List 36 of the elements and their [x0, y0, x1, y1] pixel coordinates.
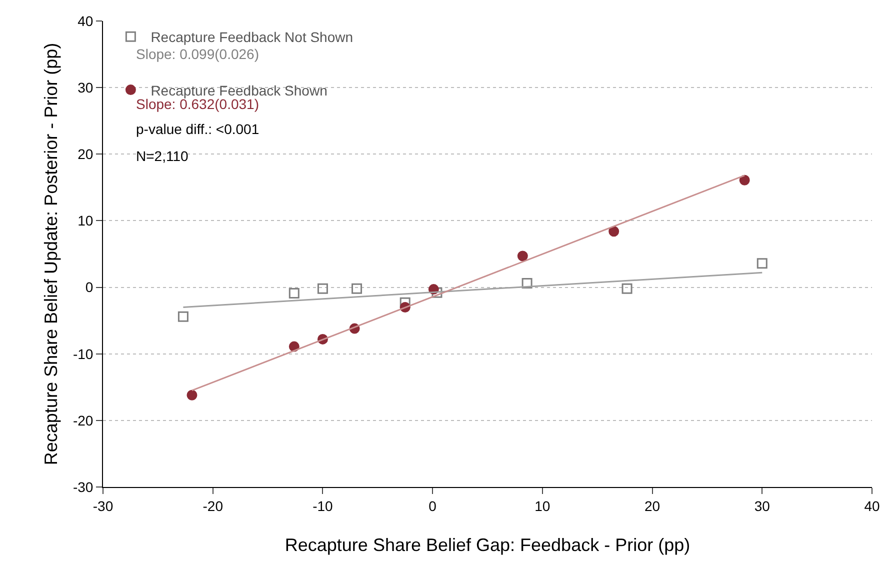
x-tick-label: 0: [428, 498, 437, 514]
point: [608, 226, 620, 237]
point: [178, 311, 188, 322]
annotation: Slope: 0.099(0.026): [136, 46, 259, 62]
x-tick-label: -20: [202, 498, 224, 514]
x-axis-title: Recapture Share Belief Gap: Feedback - Prior (pp): [284, 535, 690, 555]
point: [517, 250, 528, 262]
y-tick-label: 20: [78, 146, 94, 162]
y-tick-label: -10: [72, 346, 94, 362]
legend-label: Recapture Feedback Not Shown: [150, 29, 354, 46]
y-axis-title: Recapture Share Belief Update: Posterior - Prior (pp): [41, 42, 61, 466]
point: [288, 288, 300, 299]
y-tick-label: 30: [78, 79, 94, 96]
point: [352, 283, 362, 294]
x-tick-label: 30: [754, 498, 770, 514]
legend-label: Recapture Feedback Shown: [150, 82, 328, 98]
y-tick-label: -30: [72, 478, 94, 495]
x-tick-label: -30: [92, 498, 114, 514]
point: [522, 278, 532, 289]
point: [317, 283, 328, 294]
point: [622, 283, 632, 294]
y-tick-label: 10: [78, 212, 94, 229]
x-tick-label: 10: [534, 498, 550, 514]
y-tick-label: 0: [85, 279, 94, 296]
x-tick-label: 40: [864, 498, 880, 514]
y-tick-label: -20: [72, 412, 94, 428]
annotation: Slope: 0.632(0.031): [136, 96, 259, 112]
x-tick-label: 20: [644, 498, 660, 514]
annotation: p-value diff.: <0.001: [136, 121, 260, 137]
point: [739, 174, 750, 186]
annotation: N=2,110: [136, 148, 188, 164]
point: [756, 258, 768, 269]
point: [186, 390, 198, 400]
y-tick-label: 40: [78, 12, 94, 29]
x-tick-label: -10: [312, 498, 334, 514]
point: [400, 297, 410, 308]
